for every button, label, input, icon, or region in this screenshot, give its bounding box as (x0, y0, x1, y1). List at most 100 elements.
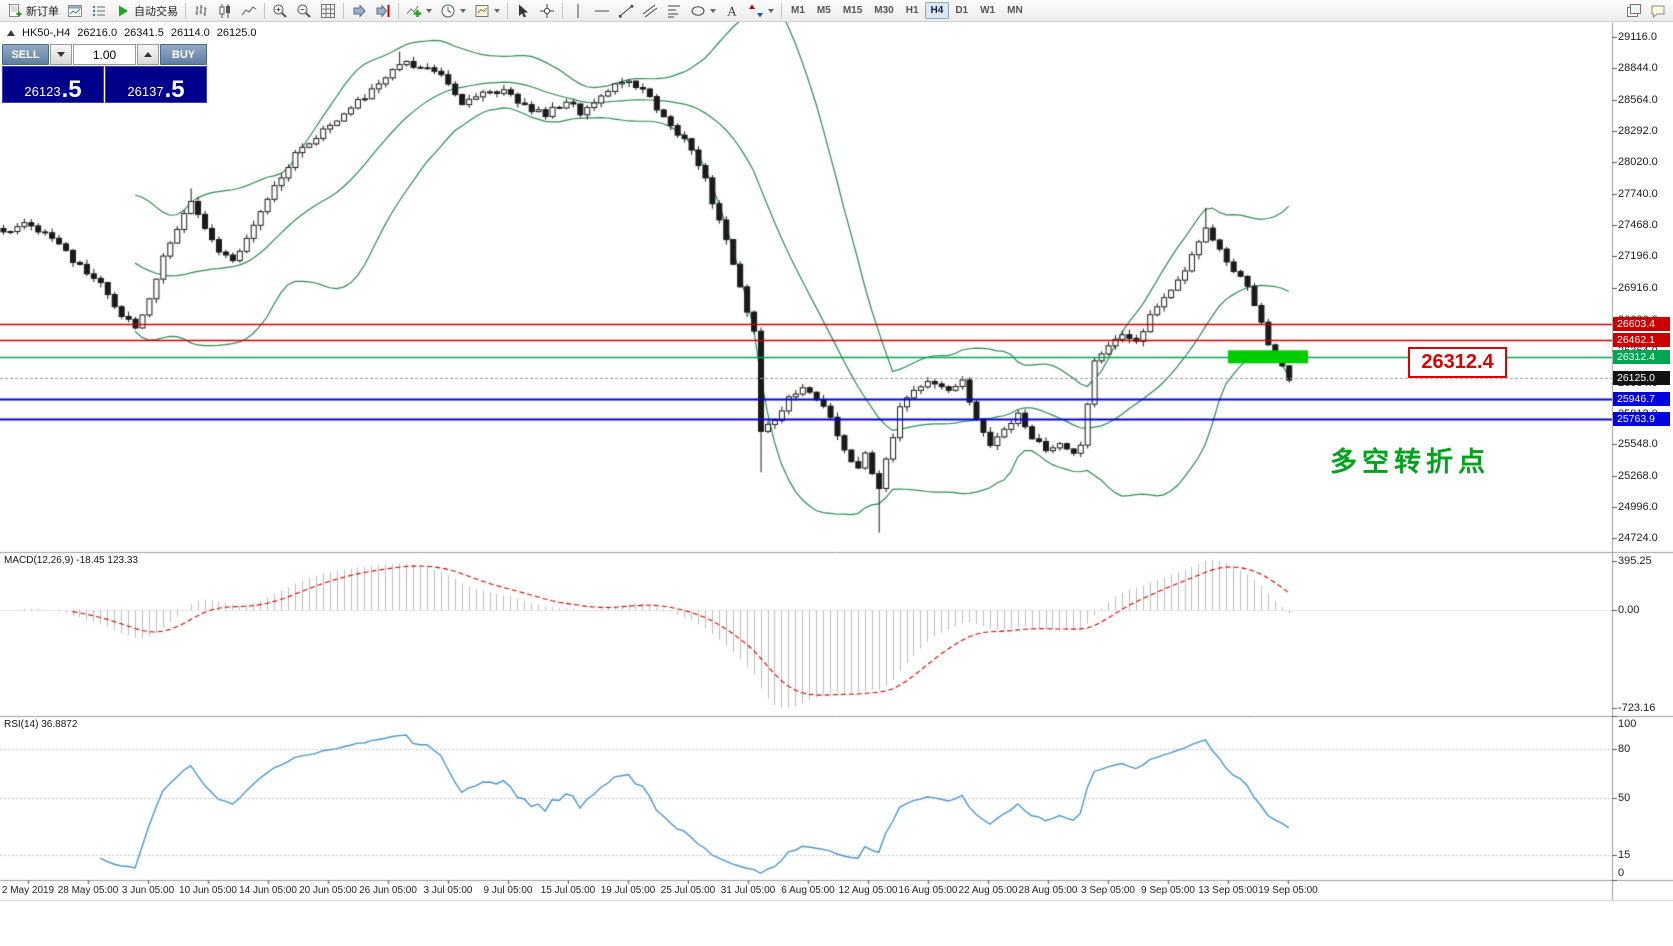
timeframe-m30-button[interactable]: M30 (868, 2, 899, 19)
chart-list-button[interactable] (1622, 1, 1646, 21)
volume-down-button[interactable] (50, 44, 72, 65)
periods-icon (440, 3, 456, 19)
sell-button[interactable]: SELL (2, 44, 49, 65)
equidistant-channel-button[interactable] (638, 1, 662, 21)
trendline-icon (618, 3, 634, 19)
price-tick-label: 25548.0 (1618, 437, 1658, 450)
price-tick-label: 28564.0 (1618, 94, 1658, 107)
new-order-button[interactable]: 新订单 (3, 1, 63, 21)
price-tick-label: 28020.0 (1618, 156, 1658, 169)
indicator-axis-label: 80 (1618, 742, 1631, 755)
timeframe-d1-button[interactable]: D1 (949, 2, 974, 19)
buy-button[interactable]: BUY (160, 44, 207, 65)
zoom-out-icon (296, 3, 312, 19)
fibonacci-button[interactable] (662, 1, 686, 21)
zoom-out-button[interactable] (292, 1, 316, 21)
periods-button[interactable] (436, 1, 470, 21)
date-label: 9 Jul 05:00 (483, 885, 533, 896)
indicator-axis-label: 0 (1618, 867, 1625, 879)
timeframe-w1-button[interactable]: W1 (974, 2, 1001, 19)
community-chat-icon (1650, 3, 1666, 19)
toolbar: 新订单 自动交易 A M1 M5 M15 M30 H1 H4 D1 W1 MN (0, 0, 1673, 22)
chart-shift-button[interactable] (371, 1, 395, 21)
date-label: 19 Sep 05:00 (1258, 885, 1318, 896)
zoom-in-button[interactable] (268, 1, 292, 21)
indicator-axis-label: -723.16 (1618, 702, 1656, 714)
price-callout[interactable]: 26312.4 (1408, 347, 1507, 378)
date-label: 25 Jul 05:00 (660, 885, 716, 896)
caret-down-icon (768, 8, 774, 13)
price-tick-label: 25268.0 (1618, 469, 1658, 482)
symbol-name: HK50-,H4 (22, 27, 71, 39)
timeframe-mn-button[interactable]: MN (1001, 2, 1029, 19)
timeframe-h1-button[interactable]: H1 (900, 2, 925, 19)
timeframe-h4-button[interactable]: H4 (924, 2, 950, 19)
bar-chart-mode-icon (193, 3, 209, 19)
price-tick-label: 28844.0 (1618, 62, 1658, 75)
shapes-button[interactable] (686, 1, 720, 21)
symbol-info: HK50-,H4 26216.0 26341.5 26114.0 26125.0 (7, 27, 257, 39)
triangle-up-icon (144, 52, 152, 57)
price-line-badge[interactable]: 26312.4 (1613, 349, 1670, 364)
horizontal-line-button[interactable] (590, 1, 614, 21)
date-label: 19 Jul 05:00 (600, 885, 656, 896)
line-chart-mode-button[interactable] (237, 1, 261, 21)
sell-price[interactable]: 26123.5 (2, 66, 104, 103)
toolbar-separator (398, 2, 399, 19)
bar-chart-mode-button[interactable] (189, 1, 213, 21)
price-tick-label: 27740.0 (1618, 188, 1658, 201)
new-order-icon (7, 3, 23, 19)
svg-text:A: A (727, 3, 737, 18)
buy-price[interactable]: 26137.5 (105, 66, 207, 103)
price-line-badge[interactable]: 25763.9 (1613, 412, 1670, 427)
crosshair-button[interactable] (535, 1, 559, 21)
volume-input[interactable] (73, 44, 136, 65)
timeframe-m1-button[interactable]: M1 (785, 2, 811, 19)
date-label: 20 Jun 05:00 (299, 885, 357, 896)
indicators-button[interactable] (402, 1, 436, 21)
indicator-axis-label: 15 (1618, 849, 1631, 862)
ohlc-close: 26125.0 (216, 27, 257, 39)
price-tick-label: 24996.0 (1618, 500, 1658, 513)
triangle-down-icon (57, 52, 65, 57)
price-tick-label: 24724.0 (1618, 531, 1658, 544)
ohlc-low: 26114.0 (170, 27, 210, 39)
text-label-button[interactable]: A (720, 1, 744, 21)
trendline-button[interactable] (614, 1, 638, 21)
cursor-button[interactable] (511, 1, 535, 21)
price-line-badge[interactable]: 26603.4 (1613, 316, 1670, 331)
new-order-label: 新订单 (26, 5, 59, 18)
templates-button[interactable] (470, 1, 504, 21)
date-label: 12 Aug 05:00 (838, 885, 898, 896)
volume-up-button[interactable] (137, 44, 159, 65)
one-click-toggle-icon[interactable] (7, 30, 15, 36)
tile-windows-button[interactable] (316, 1, 340, 21)
vertical-line-button[interactable] (566, 1, 590, 21)
one-click-trading-panel: SELL BUY 26123.5 26137.5 (2, 44, 207, 103)
caret-down-icon (426, 8, 432, 13)
indicator-axis-label: 50 (1618, 792, 1631, 804)
chart-shift-icon (375, 3, 391, 19)
chart-windows-button[interactable] (63, 1, 87, 21)
price-tick-label: 27196.0 (1618, 250, 1658, 263)
cursor-icon (515, 3, 531, 19)
sell-price-base: 26123 (24, 84, 61, 99)
arrows-button[interactable] (744, 1, 778, 21)
timeframe-m5-button[interactable]: M5 (811, 2, 837, 19)
chart-windows-icon (67, 3, 83, 19)
price-line-badge[interactable]: 26462.1 (1613, 332, 1670, 347)
candlestick-mode-button[interactable] (213, 1, 237, 21)
buy-price-pips: .5 (164, 76, 185, 103)
auto-trading-button[interactable]: 自动交易 (111, 1, 182, 21)
community-chat-button[interactable] (1646, 1, 1670, 21)
timeframe-m15-button[interactable]: M15 (837, 2, 868, 19)
date-label: 6 Aug 05:00 (781, 885, 835, 896)
price-line-badge[interactable]: 25946.7 (1613, 391, 1670, 406)
horizontal-line-icon (594, 3, 610, 19)
auto-scroll-icon (351, 3, 367, 19)
toolbar-separator (562, 2, 563, 19)
auto-scroll-button[interactable] (347, 1, 371, 21)
market-watch-button[interactable] (87, 1, 111, 21)
toolbar-separator (507, 2, 508, 19)
